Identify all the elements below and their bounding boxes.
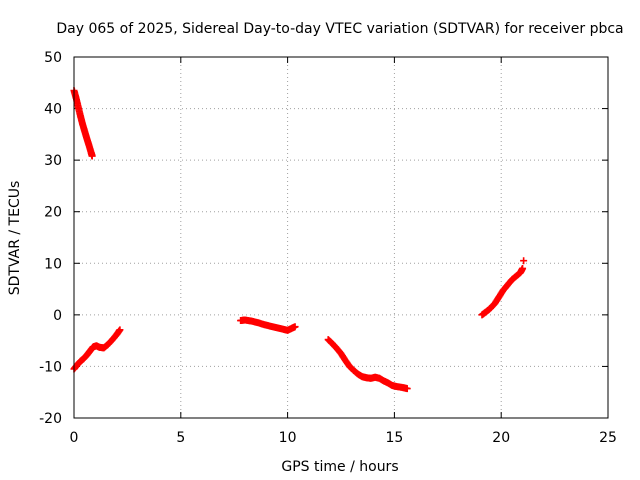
axis-ticks	[73, 56, 609, 419]
y-tick-label: 0	[53, 308, 62, 324]
y-tick-label: -10	[39, 359, 62, 375]
series-arc-1	[70, 87, 96, 160]
y-tick-label: -20	[39, 411, 62, 427]
data-point	[88, 152, 96, 160]
y-tick-label: 10	[44, 256, 62, 272]
series-arc-3	[237, 316, 299, 334]
x-tick-label: 5	[176, 430, 185, 446]
series-arc-5	[478, 264, 527, 319]
series-arc-2	[70, 326, 124, 373]
y-tick-label: 40	[44, 102, 62, 118]
data-point	[291, 323, 299, 331]
x-tick-label: 10	[279, 430, 297, 446]
x-tick-label: 20	[492, 430, 510, 446]
data-point	[520, 257, 528, 265]
plot-frame	[73, 56, 609, 419]
data-point	[519, 264, 527, 272]
data-point	[116, 326, 124, 334]
y-tick-label: 50	[44, 50, 62, 66]
series-arc-4	[324, 336, 411, 393]
data-points	[70, 87, 528, 393]
x-tick-label: 25	[599, 430, 617, 446]
x-axis-label: GPS time / hours	[281, 459, 398, 475]
y-tick-label: 20	[44, 205, 62, 221]
y-axis-label: SDTVAR / TECUs	[7, 181, 23, 296]
x-tick-labels: 0 5 10 15 20 25	[70, 430, 617, 446]
data-point	[403, 385, 411, 393]
grid-lines	[74, 57, 608, 418]
x-tick-label: 0	[70, 430, 79, 446]
series-arc-5-tail	[520, 257, 528, 265]
chart-title: Day 065 of 2025, Sidereal Day-to-day VTE…	[56, 21, 623, 37]
y-tick-labels: -20 -10 0 10 20 30 40 50	[39, 50, 62, 427]
x-tick-label: 15	[385, 430, 403, 446]
y-tick-label: 30	[44, 153, 62, 169]
